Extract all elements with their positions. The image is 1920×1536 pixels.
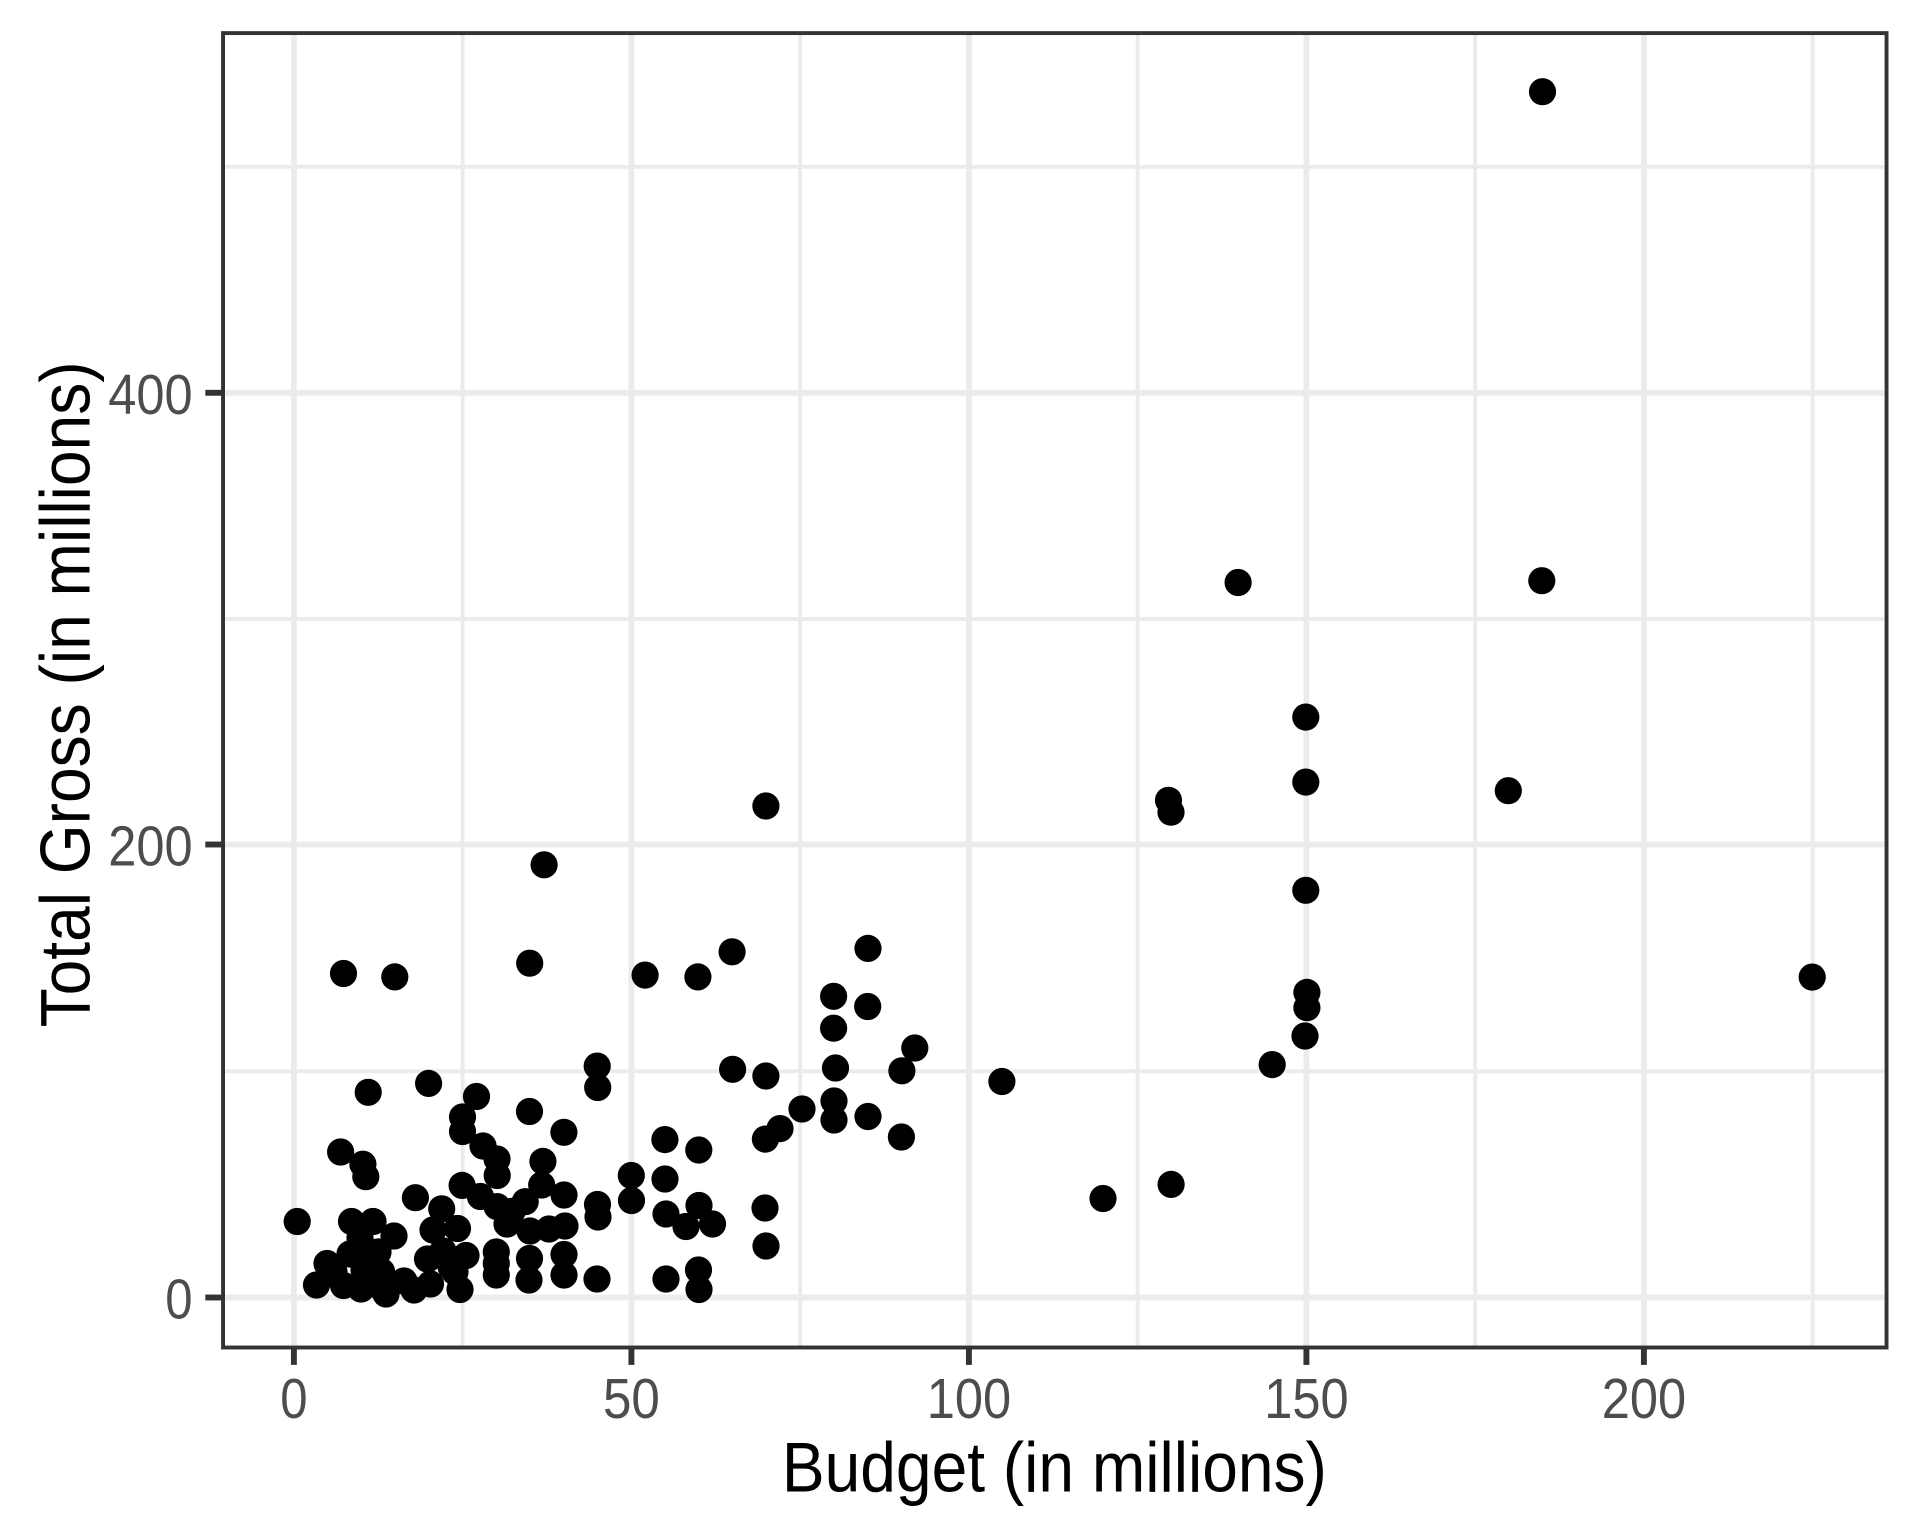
svg-text:50: 50 (603, 1368, 660, 1431)
svg-text:200: 200 (108, 816, 192, 879)
svg-text:400: 400 (108, 364, 192, 427)
svg-text:0: 0 (165, 1269, 192, 1332)
svg-text:100: 100 (927, 1368, 1011, 1431)
svg-text:Budget (in millions): Budget (in millions) (782, 1429, 1327, 1508)
svg-text:150: 150 (1264, 1368, 1348, 1431)
svg-text:Total Gross (in millions): Total Gross (in millions) (27, 361, 106, 1027)
svg-text:200: 200 (1602, 1368, 1686, 1431)
svg-text:0: 0 (280, 1368, 307, 1431)
